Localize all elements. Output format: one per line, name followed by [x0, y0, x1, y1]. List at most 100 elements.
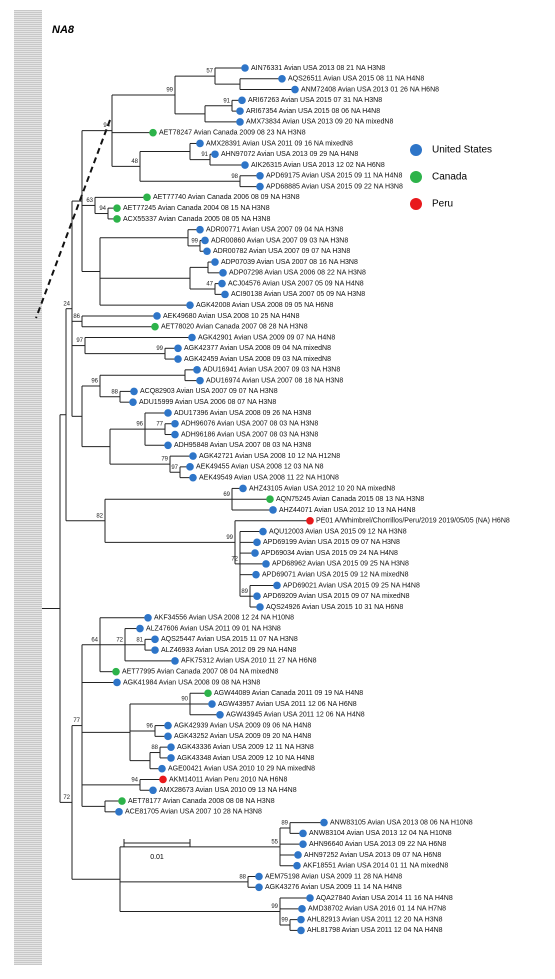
- leaf-label: AGW43957 Avian USA 2011 12 06 NA H6N8: [218, 701, 357, 708]
- leaf-label: AGK43336 Avian USA 2009 12 11 NA H3N8: [177, 744, 314, 751]
- leaf-label: AET77995 Avian Canada 2007 08 04 NA mixe…: [122, 669, 278, 676]
- bootstrap-value: 88: [239, 874, 246, 880]
- leaf-marker: [151, 322, 159, 331]
- bootstrap-value: 55: [271, 839, 278, 845]
- legend-label: Canada: [432, 172, 467, 183]
- leaf-marker: [299, 829, 307, 838]
- bootstrap-value: 94: [131, 777, 138, 783]
- leaf-marker: [218, 279, 226, 288]
- leaf-marker: [262, 560, 270, 568]
- bootstrap-value: 79: [161, 457, 168, 463]
- leaf-marker: [306, 516, 314, 525]
- leaf-label: ARI67263 Avian USA 2015 07 31 NA H3N8: [248, 97, 382, 104]
- leaf-label: AMX28673 Avian USA 2010 09 13 NA H4N8: [159, 787, 297, 794]
- leaf-label: APD68885 Avian USA 2015 09 22 NA H3N8: [266, 183, 403, 190]
- leaf-label: ACQ82903 Avian USA 2007 09 07 NA H3N8: [140, 388, 278, 395]
- leaf-marker: [204, 689, 212, 698]
- leaf-marker: [266, 495, 274, 504]
- bootstrap-value: 94: [103, 123, 110, 129]
- leaf-label: AQN75245 Avian Canada 2015 08 13 NA H3N8: [276, 496, 424, 503]
- leaf-marker: [273, 581, 281, 590]
- leaf-marker: [203, 247, 211, 256]
- leaf-marker: [221, 290, 229, 299]
- leaf-marker: [174, 355, 182, 363]
- leaf-label: AET78247 Avian Canada 2009 08 23 NA H3N8: [159, 130, 306, 137]
- bootstrap-value: 88: [111, 389, 118, 395]
- leaf-marker: [159, 775, 167, 784]
- leaf-marker: [174, 344, 182, 353]
- leaf-label: AMX28391 Avian USA 2011 09 16 NA mixedN8: [206, 140, 353, 147]
- bootstrap-value: 99: [156, 346, 163, 352]
- leaf-marker: [149, 128, 157, 137]
- leaf-marker: [256, 182, 264, 191]
- leaf-marker: [196, 376, 204, 385]
- leaf-marker: [164, 409, 172, 417]
- leaf-marker: [219, 269, 227, 277]
- leaf-label: APD69209 Avian USA 2015 09 07 NA mixedN8: [263, 593, 410, 600]
- legend-marker: [410, 198, 422, 210]
- leaf-marker: [113, 678, 121, 687]
- leaf-label: AQS25447 Avian USA 2015 11 07 NA H3N8: [161, 636, 298, 643]
- bootstrap-value: 89: [281, 821, 288, 827]
- leaf-label: ADU16941 Avian USA 2007 09 03 NA H3N8: [203, 367, 340, 374]
- leaf-marker: [186, 463, 194, 471]
- bootstrap-value: 98: [231, 174, 238, 180]
- leaf-label: AMD38702 Avian USA 2016 01 14 NA H7N8: [308, 906, 446, 913]
- leaf-label: AGK42008 Avian USA 2008 09 05 NA H6N8: [196, 302, 333, 309]
- title: NA8: [52, 24, 75, 36]
- leaf-marker: [130, 387, 138, 396]
- bootstrap-value: 64: [91, 637, 98, 643]
- leaf-label: ANW83105 Avian USA 2013 08 06 NA H10N8: [330, 819, 473, 826]
- bootstrap-value: 91: [223, 98, 230, 104]
- bootstrap-value: 77: [73, 718, 80, 724]
- bootstrap-value: 48: [131, 159, 138, 165]
- leaf-marker: [171, 430, 179, 439]
- leaf-marker: [186, 301, 194, 309]
- leaf-label: ADR00860 Avian USA 2007 09 03 NA H3N8: [211, 237, 348, 244]
- leaf-marker: [291, 85, 299, 94]
- leaf-marker: [167, 743, 175, 751]
- leaf-marker: [196, 139, 204, 148]
- leaf-label: ACE81705 Avian USA 2007 10 28 NA H3N8: [125, 809, 262, 816]
- leaf-label: AHL81798 Avian USA 2011 12 04 NA H4N8: [307, 927, 443, 934]
- leaf-marker: [149, 786, 157, 795]
- leaf-label: ALZ47606 Avian USA 2011 09 01 NA H3N8: [146, 625, 281, 632]
- leaf-marker: [153, 312, 161, 320]
- leaf-label: AGK43252 Avian USA 2009 09 20 NA H4N8: [174, 733, 311, 740]
- leaf-label: ADU17396 Avian USA 2008 09 26 NA H3N8: [174, 410, 311, 417]
- leaf-label: AEK49455 Avian USA 2008 12 03 NA N8: [196, 464, 324, 471]
- leaf-marker: [256, 603, 264, 611]
- leaf-label: AKF34556 Avian USA 2008 12 24 NA H10N8: [154, 615, 294, 622]
- leaf-marker: [236, 107, 244, 115]
- leaf-label: AIK26315 Avian USA 2013 12 02 NA H6N8: [251, 162, 385, 169]
- leaf-label: ADU15999 Avian USA 2006 08 07 NA H3N8: [139, 399, 276, 406]
- leaf-marker: [115, 808, 123, 816]
- leaf-marker: [216, 711, 224, 719]
- leaf-marker: [255, 872, 263, 881]
- bootstrap-value: 82: [96, 513, 103, 519]
- leaf-marker: [196, 225, 204, 234]
- bootstrap-value: 88: [151, 745, 158, 751]
- leaf-label: AGK42721 Avian USA 2008 10 12 NA H12N8: [199, 453, 340, 460]
- leaf-marker: [251, 549, 259, 557]
- leaf-label: PE01 A/Whimbrel/Chorrillos/Peru/2019 201…: [316, 518, 510, 525]
- leaf-marker: [293, 861, 301, 870]
- bootstrap-value: 96: [146, 724, 153, 730]
- legend-label: Peru: [432, 199, 453, 210]
- leaf-label: ADP07298 Avian USA 2006 08 22 NA H3N8: [229, 270, 366, 277]
- leaf-marker: [236, 118, 244, 126]
- leaf-label: AKM14011 Avian Peru 2010 NA H6N8: [169, 776, 288, 783]
- leaf-marker: [298, 905, 306, 913]
- leaf-label: AET78177 Avian Canada 2008 08 08 NA H3N8: [128, 798, 275, 805]
- bootstrap-value: 96: [136, 422, 143, 428]
- leaf-label: AGK42939 Avian USA 2009 09 06 NA H4N8: [174, 722, 311, 729]
- leaf-label: ACJ04576 Avian USA 2007 05 09 NA H4N8: [228, 280, 364, 287]
- leaf-marker: [201, 236, 209, 245]
- leaf-label: APD69199 Avian USA 2015 09 07 NA H3N8: [263, 539, 400, 546]
- leaf-marker: [278, 74, 286, 83]
- leaf-marker: [256, 172, 264, 180]
- leaf-label: ADH96076 Avian USA 2007 08 03 NA H3N8: [181, 421, 318, 428]
- bootstrap-value: 91: [201, 152, 208, 158]
- leaf-marker: [164, 721, 172, 730]
- leaf-label: ADR00782 Avian USA 2007 09 07 NA H3N8: [213, 248, 350, 255]
